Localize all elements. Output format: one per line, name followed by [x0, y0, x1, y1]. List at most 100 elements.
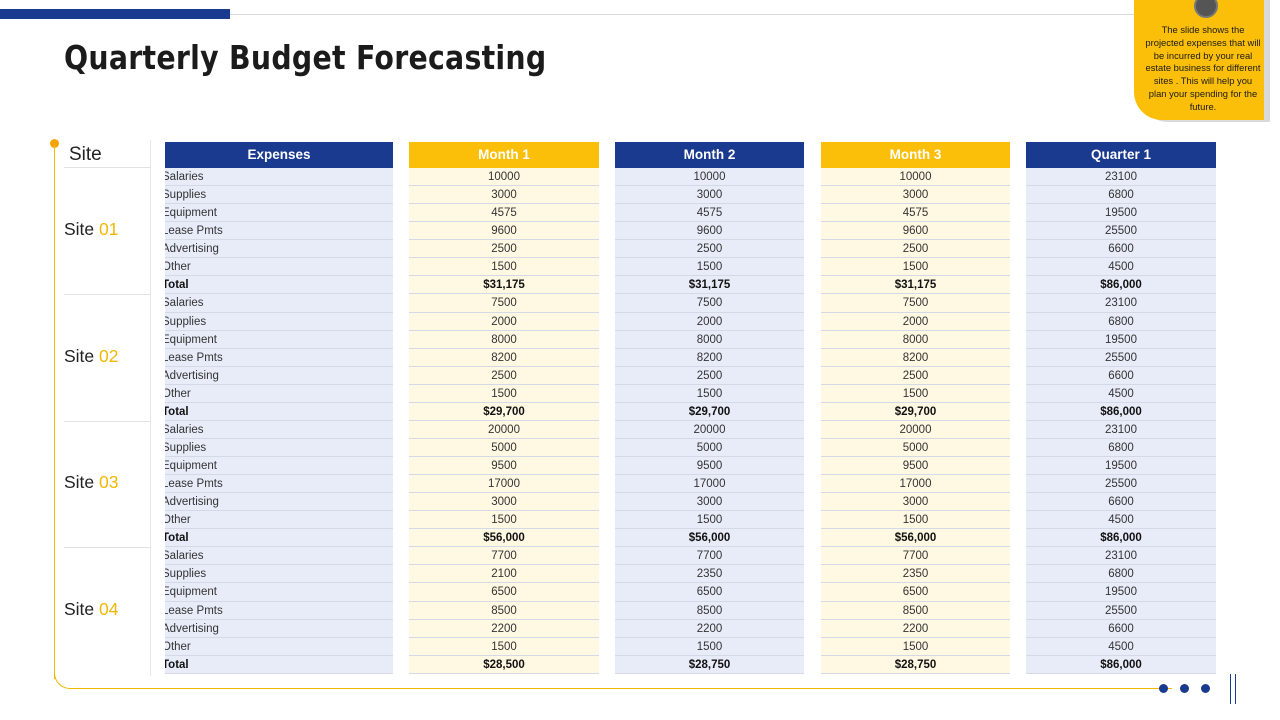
table-cell: 4575: [821, 204, 1010, 223]
table-cell: 6600: [1026, 366, 1216, 385]
table-cell: Other: [165, 511, 393, 530]
table-cell: 7700: [615, 547, 804, 566]
table-cell: 2000: [821, 312, 1010, 331]
table-cell: 8500: [409, 601, 599, 620]
table-cell: 1500: [821, 511, 1010, 530]
table-cell: 1500: [615, 384, 804, 403]
column-header: Month 3: [821, 142, 1010, 168]
table-cell: Advertising: [165, 240, 393, 259]
table-cell: 5000: [409, 438, 599, 457]
total-cell: $56,000: [821, 529, 1010, 548]
total-cell: $29,700: [615, 402, 804, 421]
table-cell: Lease Pmts: [165, 601, 393, 620]
table-cell: 6600: [1026, 493, 1216, 512]
table-cell: 1500: [409, 384, 599, 403]
table-cell: Other: [165, 258, 393, 277]
table-cell: 5000: [615, 438, 804, 457]
table-cell: 25500: [1026, 475, 1216, 494]
table-cell: 20000: [615, 420, 804, 439]
site-divider: [64, 294, 150, 296]
table-cell: 2100: [409, 565, 599, 584]
table-cell: 23100: [1026, 420, 1216, 439]
table-cell: 5000: [821, 438, 1010, 457]
total-cell: $86,000: [1026, 276, 1216, 295]
table-cell: 1500: [821, 258, 1010, 277]
total-cell: $86,000: [1026, 529, 1216, 548]
table-cell: 3000: [821, 186, 1010, 205]
table-cell: Equipment: [165, 583, 393, 602]
table-cell: 19500: [1026, 457, 1216, 476]
table-cell: 1500: [409, 511, 599, 530]
nav-dot-icon: [1180, 684, 1189, 693]
table-cell: Salaries: [165, 168, 393, 187]
table-cell: 6600: [1026, 619, 1216, 638]
table-cell: 19500: [1026, 330, 1216, 349]
table-cell: 2500: [615, 240, 804, 259]
table-cell: 8500: [615, 601, 804, 620]
table-cell: 25500: [1026, 601, 1216, 620]
table-cell: 2200: [821, 619, 1010, 638]
total-cell: $56,000: [409, 529, 599, 548]
table-cell: 6800: [1026, 186, 1216, 205]
site-label: Site 03: [64, 472, 119, 493]
total-cell: Total: [165, 402, 393, 421]
table-cell: 7500: [409, 294, 599, 313]
table-cell: 2200: [409, 619, 599, 638]
table-cell: 2000: [409, 312, 599, 331]
table-cell: 4575: [409, 204, 599, 223]
table-cell: Salaries: [165, 294, 393, 313]
table-cell: 9600: [821, 222, 1010, 241]
table-cell: 2500: [409, 240, 599, 259]
table-cell: 8000: [821, 330, 1010, 349]
timeline-start-dot: [50, 139, 59, 148]
table-cell: 8000: [615, 330, 804, 349]
sticky-note: [1134, 0, 1264, 120]
site-divider: [64, 420, 150, 422]
table-cell: 6500: [615, 583, 804, 602]
table-cell: Advertising: [165, 366, 393, 385]
table-cell: 19500: [1026, 204, 1216, 223]
site-label-word: Site: [64, 598, 95, 619]
table-cell: 17000: [821, 475, 1010, 494]
total-cell: $31,175: [409, 276, 599, 295]
table-cell: Supplies: [165, 186, 393, 205]
table-cell: Advertising: [165, 493, 393, 512]
table-cell: Supplies: [165, 565, 393, 584]
table-cell: 10000: [409, 168, 599, 187]
table-cell: 1500: [821, 384, 1010, 403]
total-cell: $29,700: [821, 402, 1010, 421]
site-label-number: 01: [99, 219, 119, 240]
table-cell: Supplies: [165, 312, 393, 331]
site-column-header: Site: [69, 144, 102, 165]
table-cell: 23100: [1026, 294, 1216, 313]
table-cell: 25500: [1026, 348, 1216, 367]
table-cell: 9600: [615, 222, 804, 241]
table-cell: 1500: [821, 637, 1010, 656]
site-column-separator: [150, 140, 151, 676]
pin-icon: [1194, 0, 1218, 18]
table-cell: 10000: [615, 168, 804, 187]
table-cell: 2200: [615, 619, 804, 638]
table-cell: 6600: [1026, 240, 1216, 259]
table-cell: 3000: [615, 186, 804, 205]
table-cell: Lease Pmts: [165, 475, 393, 494]
table-cell: 1500: [409, 258, 599, 277]
table-column-expenses: Expenses Salaries Supplies Equipment Lease P…: [165, 142, 393, 674]
table-cell: 3000: [409, 186, 599, 205]
table-cell: Salaries: [165, 420, 393, 439]
end-tick-icon: [1230, 674, 1231, 704]
table-cell: 4575: [615, 204, 804, 223]
total-cell: Total: [165, 276, 393, 295]
table-cell: 3000: [615, 493, 804, 512]
site-label-number: 03: [99, 472, 119, 493]
site-label-word: Site: [64, 472, 95, 493]
column-header: Quarter 1: [1026, 142, 1216, 168]
table-cell: 8500: [821, 601, 1010, 620]
table-cell: 3000: [821, 493, 1010, 512]
total-cell: $56,000: [615, 529, 804, 548]
timeline-corner: [54, 670, 73, 689]
table-cell: 4500: [1026, 384, 1216, 403]
column-header: Month 1: [409, 142, 599, 168]
note-text: The slide shows the projected expenses t…: [1145, 24, 1261, 112]
table-cell: 6800: [1026, 565, 1216, 584]
